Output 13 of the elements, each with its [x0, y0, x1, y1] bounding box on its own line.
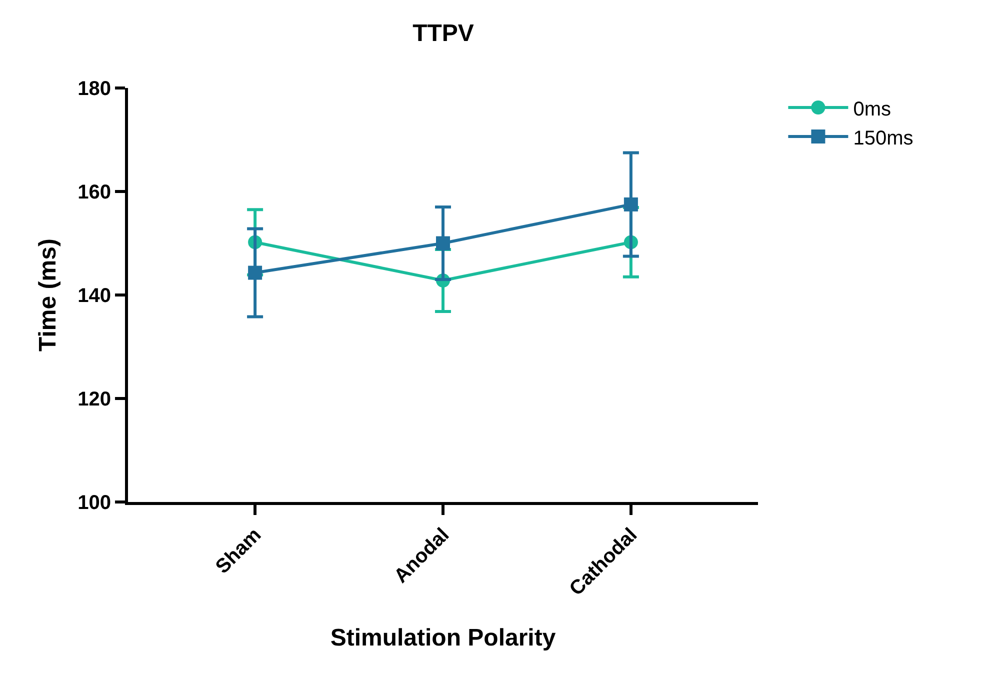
y-tick-label: 140 — [78, 285, 111, 307]
y-tick-label: 100 — [78, 492, 111, 514]
y-tick-label: 180 — [78, 78, 111, 100]
point — [248, 266, 262, 280]
x-axis-title: Stimulation Polarity — [330, 624, 556, 652]
legend-label: 150ms — [853, 127, 914, 150]
y-tick-label: 120 — [78, 388, 111, 410]
y-axis-title: Time (ms) — [34, 238, 62, 352]
chart-title: TTPV — [412, 20, 474, 48]
y-tick-label: 160 — [78, 182, 111, 204]
point — [624, 197, 638, 212]
point — [436, 236, 450, 250]
legend-label: 0ms — [853, 98, 891, 120]
